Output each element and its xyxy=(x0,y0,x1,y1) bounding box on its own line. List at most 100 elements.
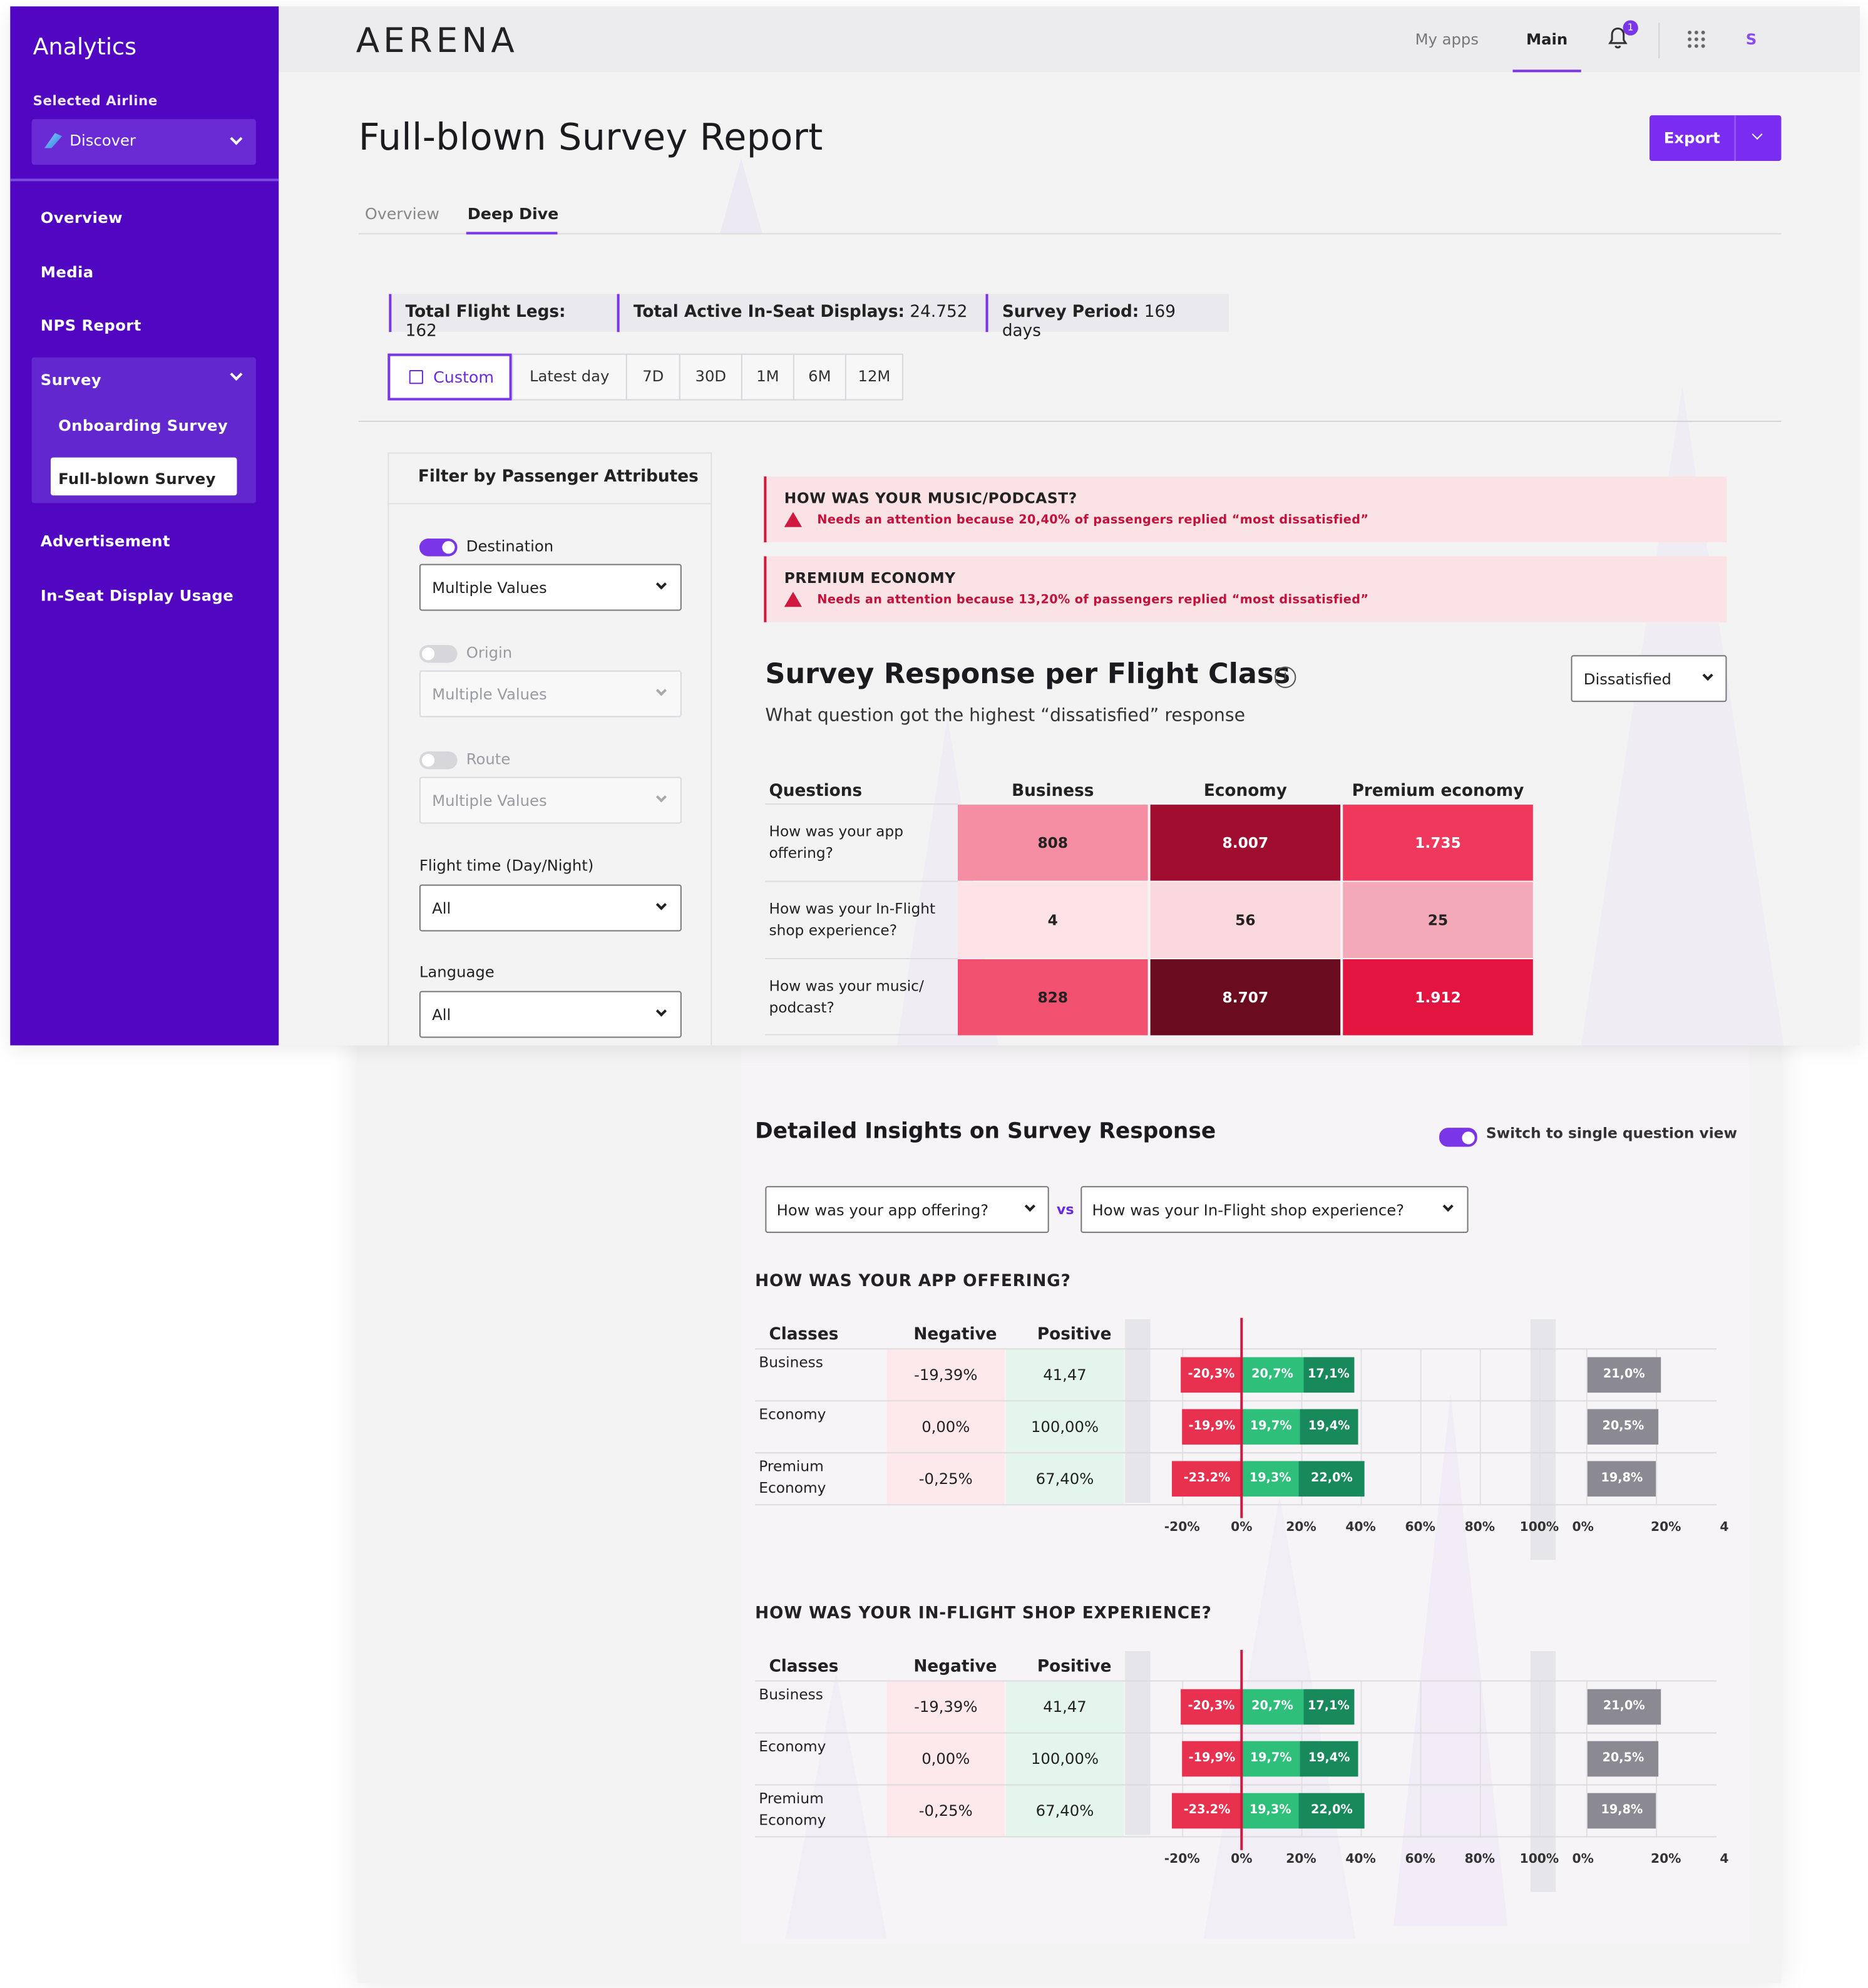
origin-select[interactable]: Multiple Values xyxy=(419,670,682,718)
positive-cell: 67,40% xyxy=(1005,1785,1124,1836)
chevron-down-icon xyxy=(655,791,667,803)
axis-tick: 100% xyxy=(1519,1520,1559,1535)
date-range-12m[interactable]: 12M xyxy=(844,353,903,401)
negative-bar[interactable]: -20,3% xyxy=(1181,1689,1242,1725)
neutral-bar[interactable]: 21,0% xyxy=(1587,1689,1661,1725)
negative-bar[interactable]: -19,9% xyxy=(1182,1741,1242,1777)
single-question-toggle[interactable] xyxy=(1439,1128,1477,1147)
heatmap-cell[interactable]: 1.912 xyxy=(1343,959,1533,1036)
heatmap-cell[interactable]: 56 xyxy=(1150,882,1341,958)
heatmap-cell[interactable]: 808 xyxy=(957,805,1148,881)
axis-tick: -20% xyxy=(1164,1520,1200,1535)
chevron-down-icon[interactable] xyxy=(1752,128,1763,140)
date-range-latest-day[interactable]: Latest day xyxy=(511,353,627,401)
bell-icon[interactable] xyxy=(1608,26,1628,49)
page-title: Full-blown Survey Report xyxy=(358,115,823,158)
bg-shape xyxy=(785,1672,887,1939)
chevron-down-icon xyxy=(655,579,667,590)
main-link[interactable]: Main xyxy=(1526,30,1568,48)
col-classes: Classes xyxy=(769,1325,839,1345)
heatmap-cell[interactable]: 4 xyxy=(957,882,1148,958)
insight-question-heading: HOW WAS YOUR IN-FLIGHT SHOP EXPERIENCE? xyxy=(755,1604,1212,1624)
class-label: Business xyxy=(759,1353,823,1371)
grid-line xyxy=(1586,1348,1588,1506)
avatar[interactable]: S xyxy=(1745,30,1757,48)
question-b-select[interactable]: How was your In-Flight shop experience? xyxy=(1080,1186,1469,1233)
positive-bar[interactable]: 19,3% xyxy=(1241,1793,1300,1829)
tab-deep-dive[interactable]: Deep Dive xyxy=(467,203,559,224)
heatmap-cell[interactable]: 828 xyxy=(957,959,1148,1036)
heatmap-cell[interactable]: 8.707 xyxy=(1150,959,1341,1036)
chart-gap xyxy=(1125,1319,1151,1503)
flight-time-select[interactable]: All xyxy=(419,884,682,932)
negative-bar[interactable]: -20,3% xyxy=(1181,1357,1242,1393)
sidebar-item-advertisement[interactable]: Advertisement xyxy=(40,532,171,550)
heatmap-cell[interactable]: 8.007 xyxy=(1150,805,1341,881)
axis-tick: 0% xyxy=(1572,1520,1594,1535)
row-divider xyxy=(765,803,958,805)
heatmap-question: How was your app offering? xyxy=(769,822,904,862)
very-positive-bar[interactable]: 22,0% xyxy=(1299,1793,1365,1829)
sidebar-item-media[interactable]: Media xyxy=(40,263,94,282)
apps-grid-icon[interactable] xyxy=(1686,29,1707,49)
question-a-select[interactable]: How was your app offering? xyxy=(765,1186,1049,1233)
negative-bar[interactable]: -19,9% xyxy=(1182,1409,1242,1445)
info-icon[interactable]: i xyxy=(1274,666,1296,688)
very-positive-bar[interactable]: 19,4% xyxy=(1300,1741,1358,1777)
origin-toggle[interactable] xyxy=(419,645,458,663)
sidebar-item-in-seat-display-usage[interactable]: In-Seat Display Usage xyxy=(40,587,234,605)
sidebar-item-survey[interactable]: Survey xyxy=(40,371,102,389)
warning-icon xyxy=(784,512,803,527)
destination-select[interactable]: Multiple Values xyxy=(419,564,682,611)
neutral-bar[interactable]: 21,0% xyxy=(1587,1357,1661,1393)
very-positive-bar[interactable]: 22,0% xyxy=(1299,1461,1365,1497)
axis-tick: 40% xyxy=(1345,1852,1376,1867)
positive-bar[interactable]: 20,7% xyxy=(1241,1357,1303,1393)
airline-select[interactable]: Discover xyxy=(31,119,256,165)
chevron-down-icon xyxy=(1442,1201,1454,1212)
neutral-bar[interactable]: 19,8% xyxy=(1587,1793,1656,1829)
col-positive: Positive xyxy=(1037,1325,1112,1345)
very-positive-bar[interactable]: 19,4% xyxy=(1300,1409,1358,1445)
date-range-6m[interactable]: 6M xyxy=(793,353,846,401)
class-label: Economy xyxy=(759,1405,826,1423)
calendar-icon xyxy=(409,369,423,384)
class-label: Premium Economy xyxy=(759,1789,826,1829)
sidebar-item-onboarding-survey[interactable]: Onboarding Survey xyxy=(58,416,228,435)
positive-bar[interactable]: 20,7% xyxy=(1241,1689,1303,1725)
positive-bar[interactable]: 19,7% xyxy=(1241,1741,1300,1777)
route-label: Route xyxy=(466,750,511,768)
tab-overview[interactable]: Overview xyxy=(364,203,439,224)
dissatisfied-select[interactable]: Dissatisfied xyxy=(1571,655,1727,703)
language-select[interactable]: All xyxy=(419,991,682,1038)
sidebar-item-overview[interactable]: Overview xyxy=(40,209,123,227)
negative-bar[interactable]: -23.2% xyxy=(1172,1461,1242,1497)
grid-line xyxy=(1539,1680,1541,1838)
tab-active-indicator xyxy=(466,232,558,235)
date-range-7d[interactable]: 7D xyxy=(625,353,680,401)
heatmap-cell[interactable]: 25 xyxy=(1343,882,1533,958)
neutral-bar[interactable]: 20,5% xyxy=(1587,1741,1659,1777)
export-button[interactable]: Export xyxy=(1649,115,1782,162)
route-toggle[interactable] xyxy=(419,751,458,770)
sidebar-item-full-blown-survey[interactable]: Full-blown Survey xyxy=(58,470,216,488)
date-range-custom[interactable]: Custom xyxy=(387,353,512,401)
positive-bar[interactable]: 19,3% xyxy=(1241,1461,1300,1497)
sidebar: Analytics Selected Airline Discover Over… xyxy=(10,6,279,1046)
warning-icon xyxy=(784,592,803,607)
date-range-1m[interactable]: 1M xyxy=(741,353,794,401)
date-range-custom-label: Custom xyxy=(433,367,495,387)
neutral-bar[interactable]: 19,8% xyxy=(1587,1461,1656,1497)
my-apps-link[interactable]: My apps xyxy=(1415,30,1479,48)
positive-bar[interactable]: 19,7% xyxy=(1241,1409,1300,1445)
axis-tick: 4 xyxy=(1720,1520,1729,1535)
heatmap-cell[interactable]: 1.735 xyxy=(1343,805,1533,881)
very-positive-bar[interactable]: 17,1% xyxy=(1303,1689,1355,1725)
negative-bar[interactable]: -23.2% xyxy=(1172,1793,1242,1829)
date-range-30d[interactable]: 30D xyxy=(679,353,742,401)
sidebar-item-nps-report[interactable]: NPS Report xyxy=(40,316,141,335)
destination-toggle[interactable] xyxy=(419,538,458,557)
neutral-bar[interactable]: 20,5% xyxy=(1587,1409,1659,1445)
route-select[interactable]: Multiple Values xyxy=(419,776,682,824)
very-positive-bar[interactable]: 17,1% xyxy=(1303,1357,1355,1393)
